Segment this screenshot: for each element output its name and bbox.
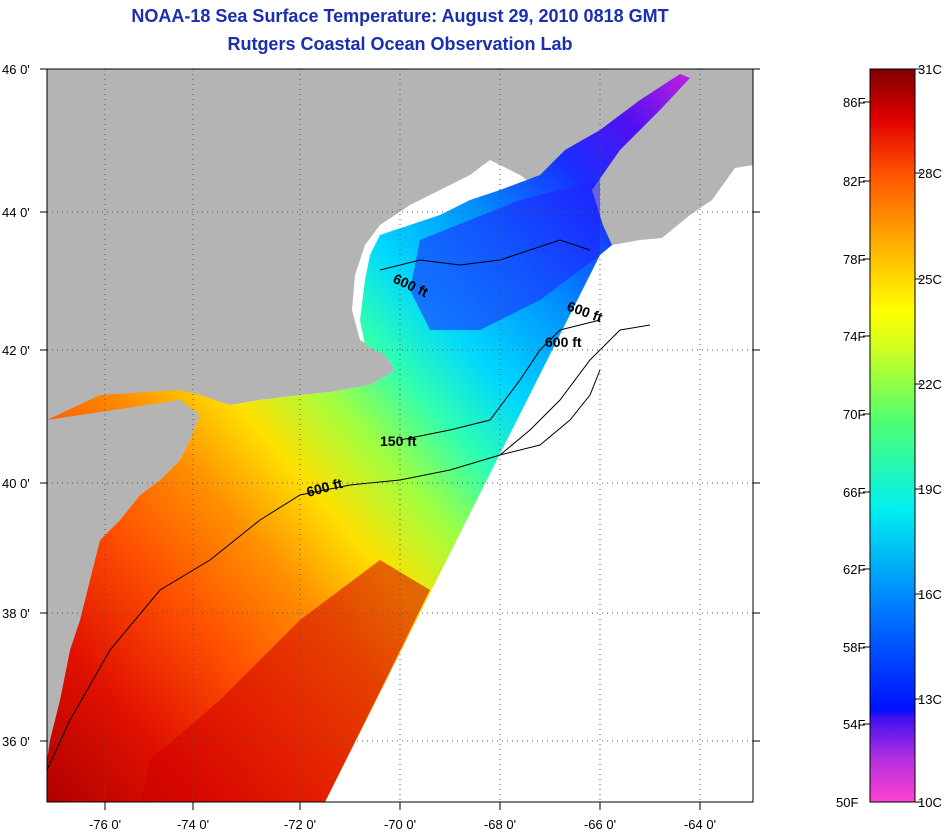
nova-scotia-coast <box>640 100 753 235</box>
contour-label: 600 ft <box>545 334 582 350</box>
lat-label: 36 0' <box>2 734 30 749</box>
colorbar-c-label: 13C <box>918 692 942 707</box>
cool-gulf-region <box>410 180 600 330</box>
colorbar-f-label: 78F <box>843 252 865 267</box>
colorbar-f-label: 70F <box>843 407 865 422</box>
colorbar-f-label: 50F <box>836 795 858 810</box>
colorbar-c-label: 25C <box>918 272 942 287</box>
lon-label: -66 0' <box>584 817 616 832</box>
colorbar-ticks <box>863 68 922 803</box>
map-subtitle: Rutgers Coastal Ocean Observation Lab <box>227 34 573 54</box>
lon-label: -76 0' <box>89 817 121 832</box>
colorbar-c-label: 31C <box>918 62 942 77</box>
colorbar-f-label: 86F <box>843 95 865 110</box>
lon-label: -72 0' <box>284 817 316 832</box>
colorbar-c-label: 28C <box>918 166 942 181</box>
colorbar-c-label: 19C <box>918 482 942 497</box>
colorbar-c-label: 22C <box>918 377 942 392</box>
axis-ticks <box>40 68 760 810</box>
bathymetry-contour-line <box>47 324 651 771</box>
bathymetry-contour-line <box>499 369 601 456</box>
lat-label: 38 0' <box>2 606 30 621</box>
colorbar <box>869 68 916 803</box>
colorbar-f-label: 58F <box>843 640 865 655</box>
contour-label: 150 ft <box>380 433 417 449</box>
land-mass <box>47 69 753 760</box>
lat-label: 40 0' <box>2 476 30 491</box>
lon-label: -70 0' <box>384 817 416 832</box>
colorbar-f-label: 66F <box>843 485 865 500</box>
lat-label: 44 0' <box>2 205 30 220</box>
colorbar-c-label: 16C <box>918 587 942 602</box>
lat-label: 46 0' <box>2 62 30 77</box>
lon-label: -74 0' <box>177 817 209 832</box>
map-title: NOAA-18 Sea Surface Temperature: August … <box>131 6 669 26</box>
lon-label: -68 0' <box>484 817 516 832</box>
lat-label: 42 0' <box>2 343 30 358</box>
colorbar-f-label: 74F <box>843 329 865 344</box>
lon-label: -64 0' <box>684 817 716 832</box>
graticule <box>47 69 753 802</box>
colorbar-f-label: 62F <box>843 562 865 577</box>
colorbar-f-label: 54F <box>843 717 865 732</box>
bathymetry-contour-line <box>399 319 601 441</box>
colorbar-f-label: 82F <box>843 174 865 189</box>
colorbar-c-label: 10C <box>918 795 942 810</box>
